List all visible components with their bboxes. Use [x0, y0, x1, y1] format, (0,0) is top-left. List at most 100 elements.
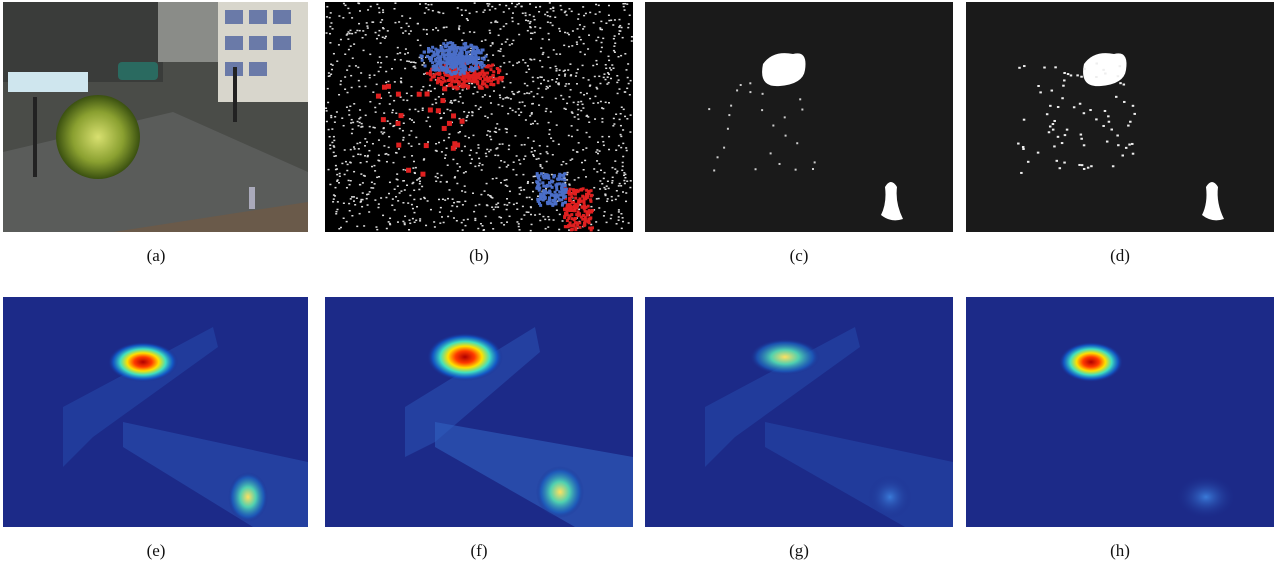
noise-dot: [458, 25, 460, 27]
noise-dot: [624, 3, 626, 5]
noise-dot: [495, 20, 497, 22]
noise-dot: [506, 209, 508, 211]
noise-dot: [453, 217, 455, 219]
noise-dot: [379, 103, 381, 105]
noise-dot: [387, 154, 389, 156]
noise-dot: [629, 94, 631, 96]
noise-dot: [355, 65, 357, 67]
noise-dot: [403, 99, 405, 101]
noise-dot: [529, 14, 531, 16]
noise-dot: [620, 136, 622, 138]
noise-dot: [547, 21, 549, 23]
noise-dot: [386, 56, 388, 58]
mask-speck: [1119, 82, 1122, 84]
blue-point: [432, 51, 435, 54]
noise-dot: [550, 137, 552, 139]
noise-dot: [495, 148, 497, 150]
noise-dot: [621, 170, 623, 172]
page: (a) (b) (c) (d) (e) (f) (g) (h) (() => {…: [0, 0, 1276, 572]
noise-dot: [448, 133, 450, 135]
noise-dot: [326, 110, 328, 112]
noise-dot: [482, 11, 484, 13]
noise-dot: [458, 27, 460, 29]
noise-dot: [329, 144, 331, 146]
noise-dot: [329, 33, 331, 35]
red-point: [578, 226, 581, 229]
noise-dot: [542, 52, 544, 54]
blue-point: [549, 191, 552, 194]
noise-dot: [356, 143, 358, 145]
noise-dot: [478, 158, 480, 160]
noise-dot: [552, 25, 554, 27]
noise-dot: [580, 39, 582, 41]
red-point: [565, 213, 568, 216]
noise-dot: [539, 213, 541, 215]
noise-dot: [598, 163, 600, 165]
noise-dot: [489, 131, 491, 133]
noise-dot: [595, 221, 597, 223]
noise-dot: [518, 34, 520, 36]
noise-dot: [422, 109, 424, 111]
mask-speck: [1095, 118, 1098, 120]
blue-point: [554, 197, 557, 200]
noise-dot: [585, 176, 587, 178]
blue-point: [431, 46, 434, 49]
red-point: [399, 113, 404, 118]
noise-dot: [461, 190, 463, 192]
noise-dot: [353, 103, 355, 105]
red-point: [583, 223, 586, 226]
blue-point: [465, 56, 468, 59]
noise-dot: [337, 201, 339, 203]
noise-dot: [444, 199, 446, 201]
noise-dot: [414, 67, 416, 69]
mask-speck: [1117, 75, 1120, 77]
noise-dot: [484, 9, 486, 11]
noise-dot: [473, 211, 475, 213]
noise-dot: [504, 204, 506, 206]
noise-dot: [373, 165, 375, 167]
blue-point: [454, 57, 457, 60]
noise-dot: [608, 5, 610, 7]
mask-speck: [1073, 106, 1076, 108]
noise-dot: [347, 38, 349, 40]
panel-e-image: [3, 297, 308, 527]
noise-dot: [576, 72, 578, 74]
noise-dot: [348, 49, 350, 51]
noise-dot: [554, 17, 556, 19]
noise-dot: [566, 103, 568, 105]
blue-point: [462, 43, 465, 46]
noise-dot: [497, 206, 499, 208]
noise-dot: [392, 126, 394, 128]
noise-dot: [505, 185, 507, 187]
noise-dot: [490, 149, 492, 151]
noise-dot: [348, 180, 350, 182]
noise-dot: [527, 212, 529, 214]
noise-dot: [378, 35, 380, 37]
noise-dot: [423, 73, 425, 75]
panel-b-image: [325, 2, 633, 232]
noise-dot: [359, 109, 361, 111]
noise-dot: [369, 77, 371, 79]
mask-speck: [1083, 68, 1086, 70]
noise-dot: [447, 216, 449, 218]
noise-dot: [546, 11, 548, 13]
noise-dot: [612, 180, 614, 182]
mask-speck: [1027, 161, 1030, 163]
red-point: [429, 73, 432, 76]
noise-dot: [458, 101, 460, 103]
noise-dot: [612, 177, 614, 179]
noise-dot: [376, 84, 378, 86]
noise-dot: [438, 199, 440, 201]
noise-dot: [358, 148, 360, 150]
noise-dot: [332, 64, 334, 66]
noise-dot: [539, 60, 541, 62]
noise-dot: [366, 22, 368, 24]
noise-dot: [512, 93, 514, 95]
noise-dot: [424, 12, 426, 14]
noise-dot: [404, 53, 406, 55]
noise-dot: [614, 160, 616, 162]
noise-dot: [469, 13, 471, 15]
blue-point: [441, 61, 444, 64]
noise-dot: [576, 83, 578, 85]
noise-dot: [602, 141, 604, 143]
